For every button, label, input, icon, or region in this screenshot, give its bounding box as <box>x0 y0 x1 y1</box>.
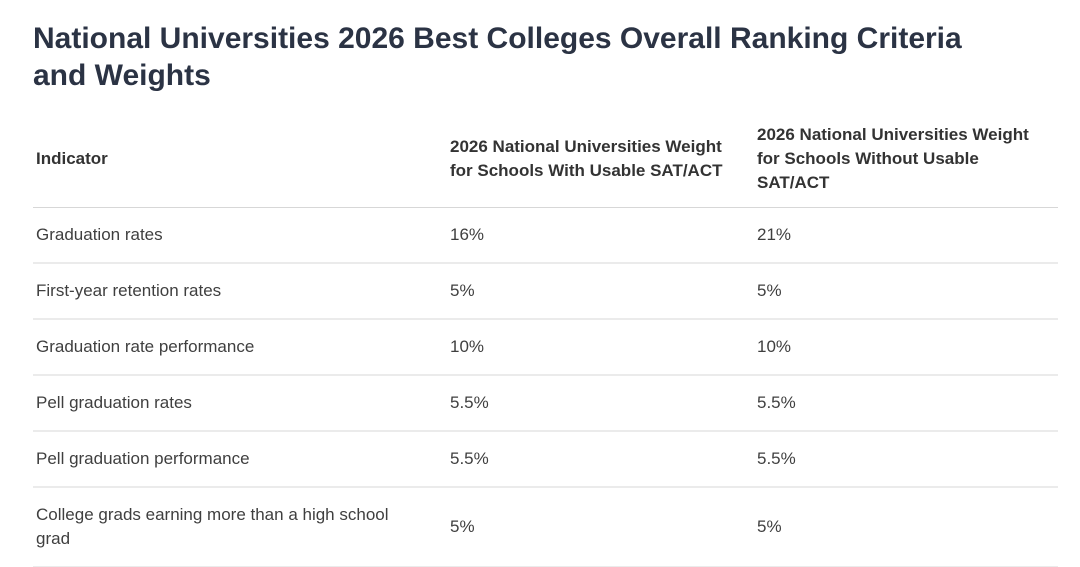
column-header-weight-without-sat-act: 2026 National Universities Weight for Sc… <box>757 111 1058 208</box>
weight-without-sat-act-cell: 21% <box>757 207 1058 264</box>
weight-without-sat-act-cell: 5% <box>757 263 1058 320</box>
column-header-weight-with-sat-act: 2026 National Universities Weight for Sc… <box>450 111 757 208</box>
weight-with-sat-act-cell: 5.5% <box>450 375 757 432</box>
table-row: Pell graduation performance 5.5% 5.5% <box>33 431 1058 488</box>
table-row: College grads earning more than a high s… <box>33 487 1058 567</box>
table-row: Pell graduation rates 5.5% 5.5% <box>33 375 1058 432</box>
weight-with-sat-act-cell: 5.5% <box>450 431 757 488</box>
indicator-cell: Pell graduation performance <box>33 431 450 488</box>
weight-without-sat-act-cell: 5.5% <box>757 431 1058 488</box>
table-row: Graduation rate performance 10% 10% <box>33 319 1058 376</box>
weight-with-sat-act-cell: 5% <box>450 263 757 320</box>
weight-without-sat-act-cell: 10% <box>757 319 1058 376</box>
table-body: Graduation rates 16% 21% First-year retenti… <box>33 207 1058 567</box>
indicator-cell: College grads earning more than a high s… <box>33 487 450 567</box>
weight-with-sat-act-cell: 5% <box>450 487 757 567</box>
table-row: Graduation rates 16% 21% <box>33 207 1058 264</box>
table-header-row: Indicator 2026 National Universities Wei… <box>33 111 1058 208</box>
indicator-cell: Graduation rate performance <box>33 319 450 376</box>
weight-with-sat-act-cell: 10% <box>450 319 757 376</box>
weight-without-sat-act-cell: 5.5% <box>757 375 1058 432</box>
ranking-criteria-table: Indicator 2026 National Universities Wei… <box>33 111 1058 567</box>
indicator-cell: Pell graduation rates <box>33 375 450 432</box>
indicator-cell: First-year retention rates <box>33 263 450 320</box>
column-header-indicator: Indicator <box>33 111 450 208</box>
weight-without-sat-act-cell: 5% <box>757 487 1058 567</box>
page-title: National Universities 2026 Best Colleges… <box>33 22 962 92</box>
weight-with-sat-act-cell: 16% <box>450 207 757 264</box>
table-row: First-year retention rates 5% 5% <box>33 263 1058 320</box>
indicator-cell: Graduation rates <box>33 207 450 264</box>
